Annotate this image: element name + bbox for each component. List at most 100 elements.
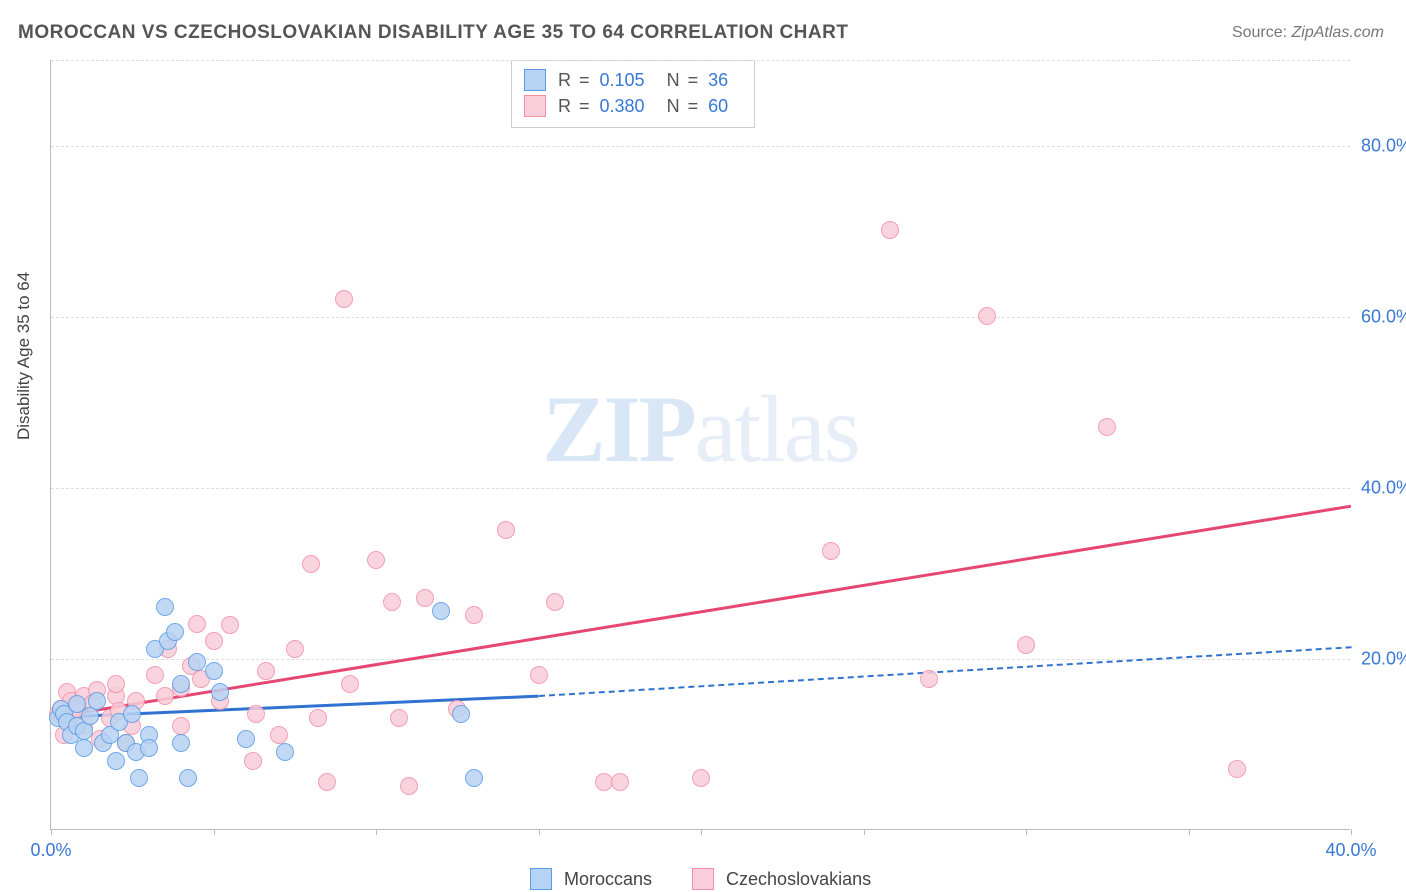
scatter-point	[318, 773, 336, 791]
scatter-point	[205, 632, 223, 650]
r-label: R	[558, 93, 571, 119]
scatter-point	[611, 773, 629, 791]
scatter-point	[146, 666, 164, 684]
stats-row-2: R = 0.380 N = 60	[524, 93, 742, 119]
scatter-point	[179, 769, 197, 787]
legend-swatch-2	[692, 868, 714, 890]
scatter-point	[130, 769, 148, 787]
scatter-point	[188, 653, 206, 671]
legend-swatch-1	[530, 868, 552, 890]
scatter-point	[309, 709, 327, 727]
scatter-point	[1228, 760, 1246, 778]
scatter-point	[247, 705, 265, 723]
scatter-point	[416, 589, 434, 607]
source-value: ZipAtlas.com	[1292, 24, 1384, 41]
scatter-point	[1017, 636, 1035, 654]
legend-item-1: Moroccans	[530, 868, 652, 890]
x-tick	[1026, 829, 1027, 835]
scatter-point	[920, 670, 938, 688]
x-tick	[701, 829, 702, 835]
scatter-point	[156, 598, 174, 616]
r-value-1: 0.105	[600, 67, 645, 93]
x-tick	[539, 829, 540, 835]
x-tick	[1351, 829, 1352, 835]
scatter-point	[367, 551, 385, 569]
n-label: N	[667, 93, 680, 119]
gridline	[51, 60, 1350, 61]
chart-container: MOROCCAN VS CZECHOSLOVAKIAN DISABILITY A…	[0, 0, 1406, 892]
legend-label-2: Czechoslovakians	[726, 869, 871, 890]
y-tick-label: 80.0%	[1361, 135, 1406, 156]
scatter-point	[530, 666, 548, 684]
scatter-point	[286, 640, 304, 658]
scatter-point	[276, 743, 294, 761]
plot-area: ZIPatlas R = 0.105 N = 36 R = 0.380 N = …	[50, 60, 1350, 830]
gridline	[51, 146, 1350, 147]
scatter-point	[546, 593, 564, 611]
scatter-point	[211, 683, 229, 701]
x-tick-label: 40.0%	[1325, 840, 1376, 861]
scatter-point	[166, 623, 184, 641]
source-label: Source:	[1232, 24, 1287, 41]
x-tick	[214, 829, 215, 835]
scatter-point	[172, 734, 190, 752]
scatter-point	[140, 739, 158, 757]
scatter-point	[172, 717, 190, 735]
correlation-stats-box: R = 0.105 N = 36 R = 0.380 N = 60	[511, 60, 755, 128]
scatter-point	[156, 687, 174, 705]
source-attribution: Source: ZipAtlas.com	[1232, 24, 1384, 42]
watermark: ZIPatlas	[542, 374, 858, 484]
watermark-atlas: atlas	[695, 376, 859, 482]
n-value-2: 60	[708, 93, 728, 119]
scatter-point	[107, 675, 125, 693]
swatch-series-1	[524, 69, 546, 91]
x-tick	[1189, 829, 1190, 835]
scatter-point	[221, 616, 239, 634]
x-tick	[376, 829, 377, 835]
scatter-point	[188, 615, 206, 633]
scatter-point	[1098, 418, 1116, 436]
scatter-point	[107, 752, 125, 770]
scatter-point	[335, 290, 353, 308]
scatter-point	[881, 221, 899, 239]
scatter-point	[302, 555, 320, 573]
scatter-point	[237, 730, 255, 748]
y-tick-label: 60.0%	[1361, 306, 1406, 327]
scatter-point	[205, 662, 223, 680]
y-tick-label: 40.0%	[1361, 477, 1406, 498]
scatter-point	[692, 769, 710, 787]
scatter-point	[341, 675, 359, 693]
scatter-point	[257, 662, 275, 680]
scatter-point	[432, 602, 450, 620]
r-label: R	[558, 67, 571, 93]
gridline	[51, 488, 1350, 489]
n-label: N	[667, 67, 680, 93]
x-tick	[864, 829, 865, 835]
scatter-point	[497, 521, 515, 539]
x-tick-label: 0.0%	[30, 840, 71, 861]
scatter-point	[978, 307, 996, 325]
x-tick	[51, 829, 52, 835]
watermark-zip: ZIP	[542, 376, 694, 482]
gridline	[51, 317, 1350, 318]
scatter-point	[123, 705, 141, 723]
scatter-point	[390, 709, 408, 727]
trend-line-dashed	[538, 646, 1351, 697]
scatter-point	[244, 752, 262, 770]
scatter-point	[383, 593, 401, 611]
swatch-series-2	[524, 95, 546, 117]
scatter-point	[822, 542, 840, 560]
bottom-legend: Moroccans Czechoslovakians	[530, 868, 871, 890]
scatter-point	[81, 707, 99, 725]
scatter-point	[88, 692, 106, 710]
chart-title: MOROCCAN VS CZECHOSLOVAKIAN DISABILITY A…	[18, 22, 848, 44]
scatter-point	[465, 606, 483, 624]
legend-label-1: Moroccans	[564, 869, 652, 890]
scatter-point	[400, 777, 418, 795]
r-value-2: 0.380	[600, 93, 645, 119]
y-tick-label: 20.0%	[1361, 648, 1406, 669]
scatter-point	[75, 739, 93, 757]
scatter-point	[452, 705, 470, 723]
scatter-point	[465, 769, 483, 787]
scatter-point	[270, 726, 288, 744]
